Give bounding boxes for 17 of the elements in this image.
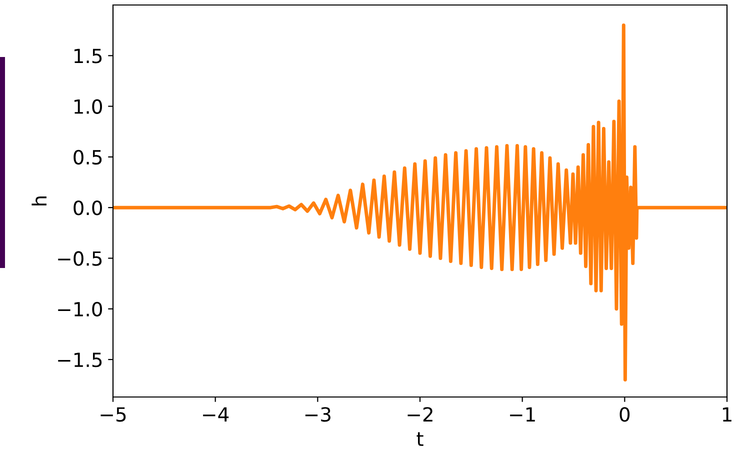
y-axis-title: h — [32, 196, 46, 206]
y-tick-label: 0.5 — [74, 150, 102, 165]
x-axis-title: t — [416, 432, 424, 446]
line-series — [113, 24, 727, 382]
x-tick-label: −5 — [100, 407, 126, 422]
y-tick-label: 0.0 — [74, 200, 102, 216]
x-tick-label: −3 — [305, 407, 330, 422]
x-tick-label: 0 — [620, 407, 630, 422]
y-tick-label: 1.0 — [74, 99, 102, 114]
x-tick-label: 1 — [722, 407, 732, 422]
y-tick-label: −1.5 — [58, 352, 102, 368]
y-tick-label: −0.5 — [58, 251, 102, 266]
x-tick-label: −2 — [408, 407, 432, 422]
y-tick-label: −1.0 — [58, 302, 102, 317]
x-tick-label: −4 — [203, 407, 229, 422]
y-tick-label: 1.5 — [74, 48, 102, 64]
x-tick-label: −1 — [510, 407, 535, 422]
